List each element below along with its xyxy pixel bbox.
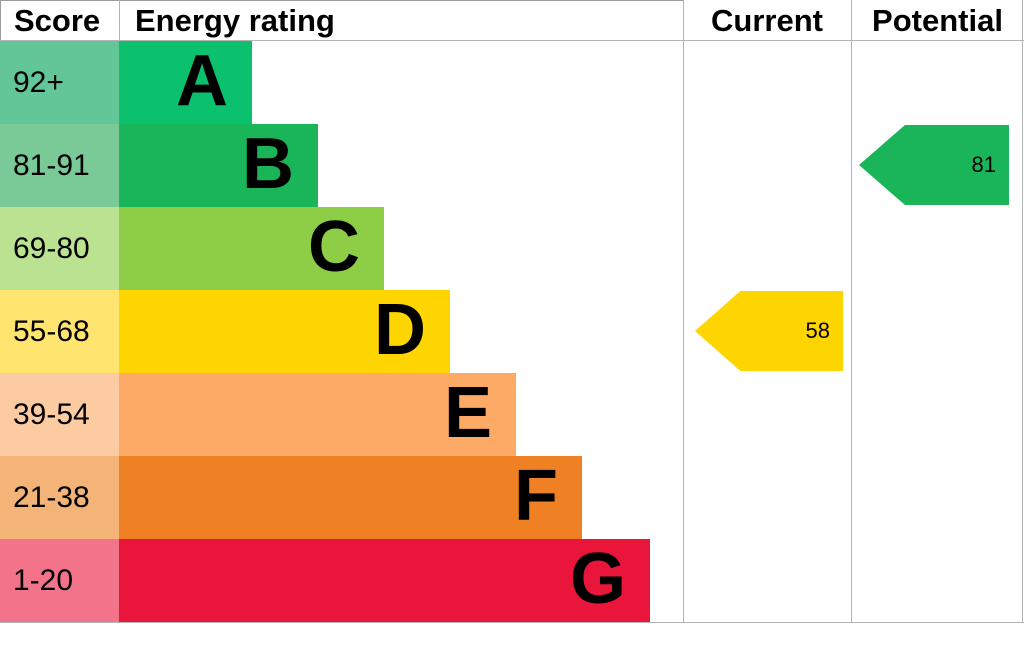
potential-column-divider-line: [851, 0, 852, 623]
rating-band-letter: C: [308, 206, 360, 287]
score-range-cell: 21-38: [0, 456, 119, 539]
potential-score-value: 81: [971, 152, 996, 177]
score-range-label: 92+: [13, 65, 64, 99]
score-range-label: 55-68: [13, 314, 90, 348]
score-column-header: Score: [0, 0, 119, 41]
rating-band-bar: F: [119, 456, 582, 539]
score-header-divider-line: [119, 0, 120, 41]
potential-column-header: Potential: [851, 0, 1024, 41]
header-divider-line: [0, 40, 1024, 41]
rating-band-letter: B: [242, 123, 294, 204]
rating-band-bar: C: [119, 207, 384, 290]
rating-band-bar: E: [119, 373, 516, 456]
rating-bands: 92+ A 81-91 B 69-80 C 55-68 D 39-54 E: [0, 41, 1024, 622]
rating-band-letter: D: [374, 289, 426, 370]
chart-bottom-line: [0, 622, 1024, 623]
potential-rating-arrow: 81: [859, 125, 1009, 205]
score-range-label: 81-91: [13, 148, 90, 182]
score-range-cell: 55-68: [0, 290, 119, 373]
rating-band-row: 55-68 D: [0, 290, 1024, 373]
energy-rating-column-header: Energy rating: [119, 0, 683, 41]
score-range-cell: 69-80: [0, 207, 119, 290]
left-pointing-arrow-icon: [695, 291, 843, 371]
current-column-header: Current: [683, 0, 851, 41]
rating-band-row: 92+ A: [0, 41, 1024, 124]
score-range-cell: 39-54: [0, 373, 119, 456]
score-range-label: 69-80: [13, 231, 90, 265]
score-range-cell: 81-91: [0, 124, 119, 207]
rating-band-bar: D: [119, 290, 450, 373]
rating-band-bar: A: [119, 41, 252, 124]
rating-band-letter: G: [569, 538, 626, 619]
rating-band-row: 81-91 B: [0, 124, 1024, 207]
current-column-divider-line: [683, 0, 684, 623]
right-border-line: [1022, 0, 1023, 623]
score-range-cell: 1-20: [0, 539, 119, 622]
rating-band-row: 1-20 G: [0, 539, 1024, 622]
rating-band-letter: F: [514, 455, 558, 536]
rating-band-row: 21-38 F: [0, 456, 1024, 539]
rating-band-row: 69-80 C: [0, 207, 1024, 290]
rating-band-row: 39-54 E: [0, 373, 1024, 456]
score-range-cell: 92+: [0, 41, 119, 124]
score-range-label: 1-20: [13, 563, 74, 597]
rating-band-bar: B: [119, 124, 318, 207]
current-rating-arrow: 58: [695, 291, 843, 371]
rating-band-letter: E: [443, 372, 492, 453]
current-score-value: 58: [805, 318, 830, 343]
rating-band-letter: A: [176, 40, 228, 121]
rating-band-bar: G: [119, 539, 650, 622]
score-range-label: 39-54: [13, 397, 90, 431]
left-pointing-arrow-icon: [859, 125, 1009, 205]
score-range-label: 21-38: [13, 480, 90, 514]
